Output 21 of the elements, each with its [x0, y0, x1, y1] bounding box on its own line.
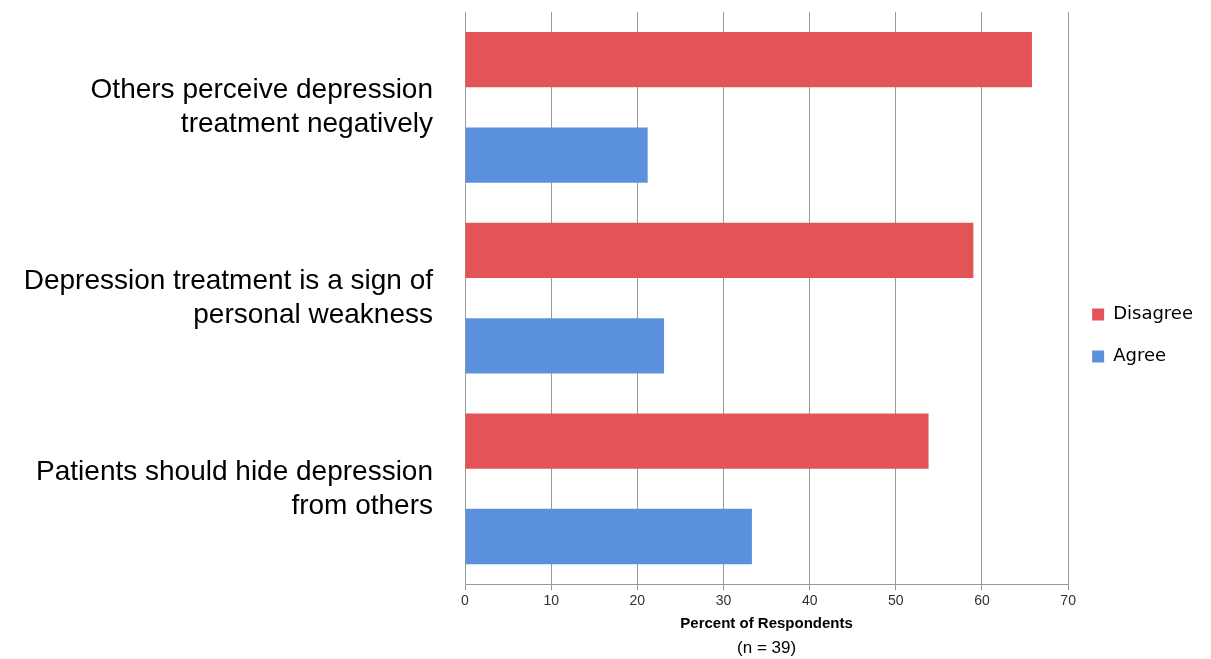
- y-tick-label: Depression treatment is a sign of personal weakness: [23, 263, 434, 329]
- x-tick-label: 40: [801, 592, 818, 609]
- bar: [465, 222, 974, 279]
- bar: [465, 127, 648, 183]
- x-tick-label: 70: [1060, 592, 1077, 609]
- x-tick-label: 20: [629, 592, 646, 609]
- legend-label: Disagree: [1113, 302, 1194, 324]
- bar: [465, 32, 1032, 88]
- x-tick-label: 10: [543, 592, 560, 609]
- text: (n = 39): [737, 638, 797, 658]
- legend-label: Agree: [1113, 344, 1167, 366]
- x-tick-label: 30: [715, 592, 732, 609]
- x-tick-label: 50: [888, 592, 904, 609]
- x-tick-label: 60: [974, 592, 990, 609]
- x-axis-title: Percent of Respondents: [680, 614, 853, 632]
- x-tick-label: 0: [461, 592, 470, 609]
- y-tick-label: Others perceive depression treatment negatively: [90, 73, 433, 139]
- y-tick-label: Patients should hide depression from others: [36, 454, 433, 520]
- bar: [465, 413, 929, 469]
- bar: [465, 318, 665, 374]
- bar: [465, 508, 752, 565]
